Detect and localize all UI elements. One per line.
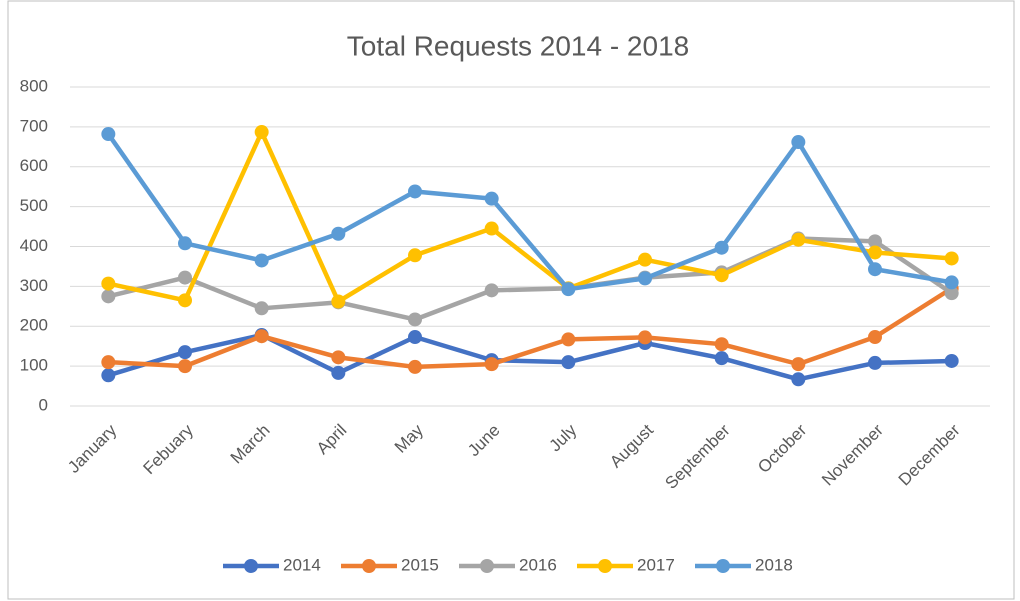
data-point <box>101 127 116 142</box>
data-point <box>868 245 882 260</box>
legend-label: 2016 <box>519 555 557 574</box>
data-point <box>944 353 959 368</box>
data-point <box>714 240 729 255</box>
y-tick-label: 300 <box>20 276 48 295</box>
data-point <box>791 372 806 387</box>
series-line <box>108 286 953 370</box>
data-point <box>178 345 192 360</box>
legend-swatch-dot <box>362 559 376 573</box>
data-point <box>791 135 806 150</box>
data-point <box>101 276 116 291</box>
y-tick-label: 800 <box>20 76 48 95</box>
data-point <box>791 357 806 372</box>
y-tick-label: 200 <box>20 316 48 335</box>
data-point <box>254 253 269 268</box>
data-point <box>868 262 882 277</box>
data-point <box>484 191 499 206</box>
data-point <box>714 351 729 366</box>
data-point <box>868 355 882 370</box>
legend-swatch-dot <box>716 559 730 573</box>
data-point <box>484 283 499 298</box>
data-point <box>254 125 269 140</box>
legend-label: 2018 <box>755 555 793 574</box>
chart-title: Total Requests 2014 - 2018 <box>347 30 689 61</box>
legend-label: 2014 <box>283 555 321 574</box>
data-point <box>178 270 192 285</box>
legend-swatch-dot <box>598 559 612 573</box>
data-point <box>561 332 576 347</box>
data-point <box>868 330 882 345</box>
data-point <box>408 359 422 374</box>
data-point <box>484 221 499 236</box>
data-point <box>101 355 116 370</box>
legend-swatch-dot <box>480 559 494 573</box>
data-point <box>331 294 346 309</box>
data-point <box>408 330 422 345</box>
data-point <box>638 271 652 286</box>
y-tick-label: 700 <box>20 116 48 135</box>
data-point <box>408 312 422 327</box>
data-point <box>254 301 269 316</box>
series-line <box>107 129 952 304</box>
series-line <box>107 236 953 322</box>
data-point <box>331 226 346 241</box>
data-point <box>178 236 192 251</box>
legend-label: 2015 <box>401 555 439 574</box>
data-point <box>561 355 576 370</box>
data-point <box>944 251 959 266</box>
data-point <box>178 359 192 374</box>
series-line <box>106 132 953 292</box>
data-point <box>331 350 346 365</box>
data-point <box>254 329 269 344</box>
data-point <box>484 357 499 372</box>
y-tick-label: 0 <box>39 395 48 414</box>
data-point <box>868 234 882 249</box>
data-point <box>714 337 729 352</box>
data-point <box>101 289 116 304</box>
data-point <box>638 330 652 345</box>
y-tick-label: 100 <box>20 356 48 375</box>
chart-border <box>7 0 1015 600</box>
data-point <box>178 293 192 308</box>
data-point <box>331 365 346 380</box>
data-point <box>638 252 652 267</box>
data-point <box>561 282 576 297</box>
series-line <box>107 332 952 382</box>
data-point <box>408 248 422 263</box>
data-point <box>944 286 959 301</box>
y-tick-label: 500 <box>20 196 48 215</box>
legend-swatch-dot <box>244 559 258 573</box>
legend-label: 2017 <box>637 555 675 574</box>
data-point <box>791 232 806 247</box>
y-tick-label: 400 <box>20 236 48 255</box>
data-point <box>101 368 116 383</box>
data-point <box>714 268 729 283</box>
y-tick-label: 600 <box>20 156 48 175</box>
data-point <box>944 275 959 290</box>
data-point <box>408 184 422 199</box>
